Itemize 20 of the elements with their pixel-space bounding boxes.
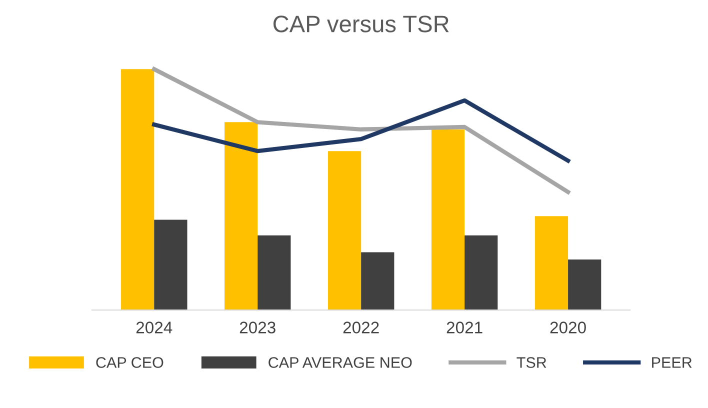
bar — [534, 216, 568, 310]
legend-label: CAP CEO — [96, 357, 164, 368]
bar — [258, 235, 291, 310]
x-tick-label: 2020 — [550, 322, 586, 334]
bar — [431, 129, 465, 310]
bar — [464, 235, 498, 310]
chart-title: CAP versus TSR — [273, 16, 449, 32]
legend-label: CAP AVERAGE NEO — [268, 357, 412, 368]
bar — [154, 220, 188, 310]
bar — [328, 151, 362, 310]
x-tick-label: 2022 — [343, 322, 379, 334]
legend-label: PEER — [652, 357, 692, 368]
bar — [568, 259, 602, 310]
x-tick-label: 2023 — [240, 322, 276, 334]
legend-label: TSR — [516, 357, 546, 368]
x-tick-label: 2024 — [136, 322, 172, 334]
bar — [224, 122, 258, 310]
bar — [361, 252, 394, 310]
x-tick-label: 2021 — [446, 322, 482, 334]
bar — [121, 69, 154, 310]
